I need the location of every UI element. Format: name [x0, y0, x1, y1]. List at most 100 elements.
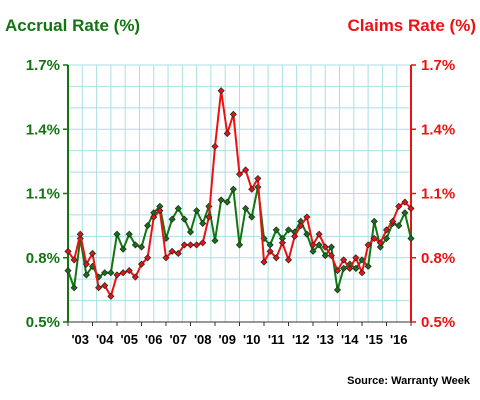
- data-point-accrual: [223, 198, 231, 206]
- data-point-claims: [297, 222, 305, 230]
- data-point-accrual: [395, 222, 403, 230]
- data-point-accrual: [229, 185, 237, 193]
- x-tick-label: '06: [145, 332, 163, 347]
- data-point-claims: [223, 129, 231, 138]
- data-point-accrual: [217, 196, 225, 204]
- x-tick-label: '08: [194, 332, 212, 347]
- data-point-claims: [260, 258, 268, 266]
- data-point-accrual: [303, 230, 311, 238]
- data-point-claims: [156, 207, 164, 215]
- data-point-claims: [315, 230, 323, 238]
- x-tick-label: '15: [365, 332, 383, 347]
- data-point-claims: [205, 213, 213, 221]
- data-point-accrual: [284, 226, 293, 234]
- x-tick-label: '11: [268, 332, 285, 347]
- data-point-claims: [180, 241, 188, 249]
- data-point-claims: [376, 239, 384, 247]
- data-point-accrual: [107, 269, 115, 277]
- x-tick-label: '16: [390, 332, 408, 347]
- x-tick-label: '04: [96, 332, 114, 347]
- data-point-claims: [95, 284, 103, 292]
- data-point-claims: [389, 217, 397, 225]
- right-y-tick-label: 1.7%: [421, 57, 455, 74]
- data-point-accrual: [125, 230, 133, 238]
- data-point-claims: [150, 213, 158, 221]
- data-point-claims: [211, 142, 219, 150]
- x-tick-label: '12: [292, 332, 310, 347]
- data-point-accrual: [186, 228, 195, 236]
- data-point-accrual: [211, 237, 219, 245]
- data-point-accrual: [64, 267, 72, 275]
- data-point-accrual: [144, 222, 152, 230]
- data-point-claims: [266, 247, 274, 255]
- data-point-claims: [119, 269, 127, 277]
- data-point-claims: [174, 249, 182, 258]
- data-point-claims: [76, 230, 84, 238]
- data-point-claims: [186, 241, 195, 249]
- data-point-claims: [278, 239, 286, 247]
- data-point-claims: [284, 256, 293, 264]
- data-point-accrual: [315, 241, 323, 249]
- data-point-claims: [321, 243, 329, 251]
- data-point-accrual: [376, 243, 384, 251]
- data-point-claims: [125, 267, 133, 275]
- data-point-claims: [395, 202, 403, 210]
- left-y-tick-label: 0.8%: [26, 250, 60, 267]
- data-point-accrual: [370, 217, 378, 225]
- data-point-accrual: [70, 284, 78, 292]
- data-point-claims: [162, 254, 170, 262]
- data-point-accrual: [101, 269, 109, 277]
- data-point-accrual: [168, 215, 176, 223]
- data-point-accrual: [272, 226, 280, 234]
- x-tick-label: '14: [341, 332, 359, 347]
- data-point-accrual: [119, 245, 127, 253]
- data-point-claims: [229, 110, 237, 118]
- data-point-claims: [352, 254, 360, 262]
- data-point-claims: [401, 198, 409, 206]
- data-point-accrual: [321, 252, 329, 260]
- source-note: Source: Warranty Week: [347, 375, 470, 387]
- data-point-accrual: [180, 215, 188, 223]
- data-point-accrual: [82, 271, 90, 279]
- data-point-accrual: [364, 262, 372, 270]
- data-point-claims: [235, 170, 244, 178]
- x-tick-label: '10: [243, 332, 261, 347]
- data-point-claims: [64, 247, 72, 255]
- data-point-claims: [291, 232, 299, 240]
- data-point-accrual: [235, 241, 244, 249]
- data-point-claims: [382, 226, 391, 234]
- left-y-tick-label: 1.1%: [26, 186, 60, 203]
- left-axis-title: Accrual Rate (%): [5, 16, 141, 35]
- data-point-claims: [248, 185, 256, 193]
- data-point-accrual: [327, 243, 335, 251]
- data-point-claims: [370, 234, 378, 243]
- x-tick-label: '03: [71, 332, 89, 347]
- data-point-accrual: [340, 264, 348, 273]
- data-point-claims: [242, 166, 250, 174]
- data-point-accrual: [401, 209, 409, 217]
- left-y-tick-label: 1.4%: [26, 121, 60, 138]
- right-y-tick-label: 0.8%: [421, 250, 455, 267]
- data-point-claims: [358, 269, 366, 277]
- data-point-accrual: [333, 286, 342, 294]
- data-point-claims: [309, 241, 317, 249]
- data-point-accrual: [407, 234, 415, 243]
- data-point-claims: [340, 256, 348, 264]
- data-point-accrual: [131, 241, 139, 249]
- right-y-tick-label: 1.4%: [421, 121, 455, 138]
- left-y-tick-label: 1.7%: [26, 57, 60, 74]
- data-point-claims: [217, 87, 225, 95]
- data-point-claims: [303, 213, 311, 221]
- x-tick-label: '13: [316, 332, 334, 347]
- data-point-claims: [144, 254, 152, 262]
- data-point-claims: [131, 273, 139, 281]
- data-point-accrual: [248, 213, 256, 221]
- x-tick-label: '07: [169, 332, 187, 347]
- right-axis-title: Claims Rate (%): [347, 16, 476, 35]
- data-point-accrual: [193, 207, 201, 215]
- data-point-claims: [88, 249, 97, 258]
- data-point-accrual: [137, 243, 146, 251]
- data-point-claims: [70, 256, 78, 264]
- data-point-claims: [333, 267, 342, 275]
